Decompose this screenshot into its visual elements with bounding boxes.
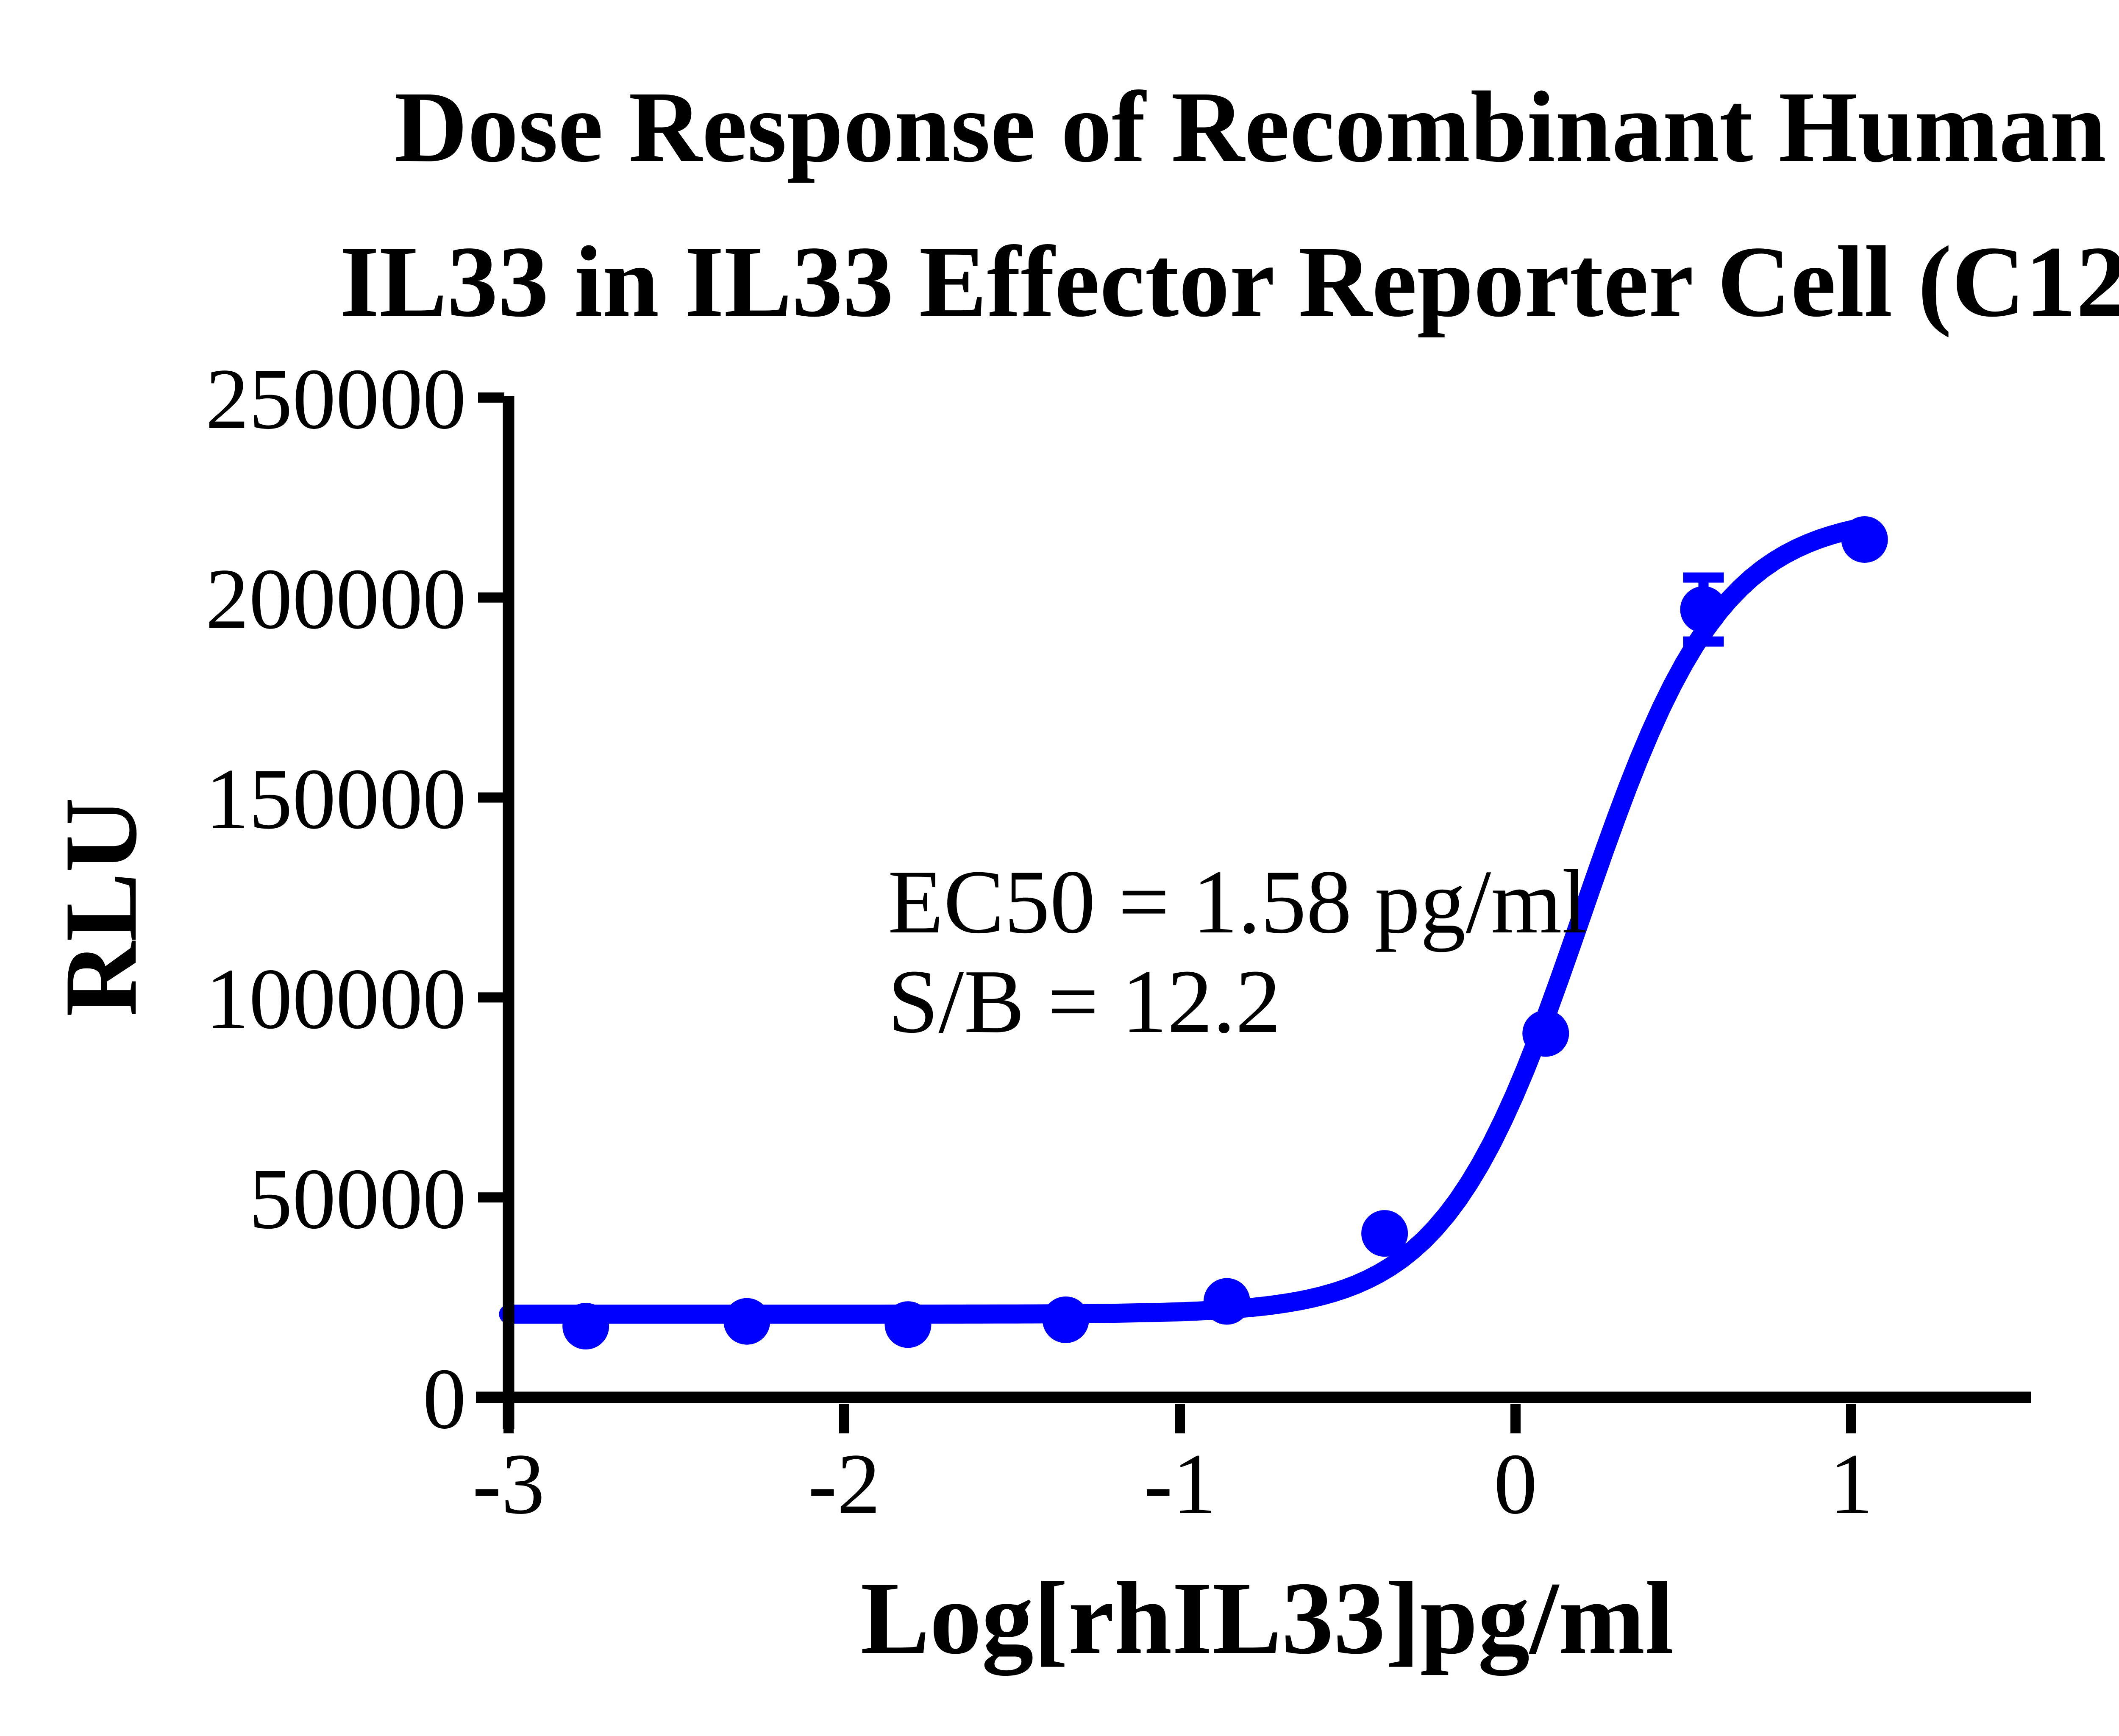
- chart-title-line2: IL33 in IL33 Effector Reporter Cell (C12…: [339, 225, 2119, 338]
- x-tick-label: 1: [1830, 1436, 1873, 1532]
- data-point: [1522, 1010, 1569, 1057]
- y-tick-label: 250000: [206, 351, 466, 447]
- data-point: [884, 1301, 932, 1348]
- data-point: [723, 1298, 770, 1345]
- data-point: [1361, 1210, 1408, 1257]
- data-point: [1042, 1296, 1089, 1343]
- y-axis-title: RLU: [43, 797, 158, 1016]
- axis-ticks: 0 50000 100000 150000 200000 250000 -3 -2 -1 0 1: [206, 351, 1873, 1532]
- data-point: [1841, 516, 1888, 563]
- x-tick-label: -1: [1144, 1436, 1216, 1532]
- y-tick-label: 0: [423, 1351, 467, 1447]
- y-tick-label: 100000: [206, 951, 466, 1047]
- x-tick-label: -3: [473, 1436, 545, 1532]
- annotation-ec50: EC50 = 1.58 pg/ml: [888, 851, 1587, 952]
- y-tick-label: 150000: [206, 751, 466, 847]
- data-point: [1203, 1278, 1250, 1325]
- data-point: [1680, 586, 1727, 633]
- plot-area: [499, 516, 1888, 1350]
- y-tick-label: 50000: [249, 1151, 467, 1247]
- x-tick-label: -2: [808, 1436, 881, 1532]
- y-tick-label: 200000: [206, 551, 466, 647]
- x-axis-title: Log[rhIL33]pg/ml: [860, 1561, 1674, 1676]
- data-point: [562, 1303, 609, 1350]
- chart-title-line1: Dose Response of Recombinant Human: [394, 70, 2106, 183]
- annotation-sb: S/B = 12.2: [888, 951, 1281, 1052]
- x-tick-label: 0: [1494, 1436, 1538, 1532]
